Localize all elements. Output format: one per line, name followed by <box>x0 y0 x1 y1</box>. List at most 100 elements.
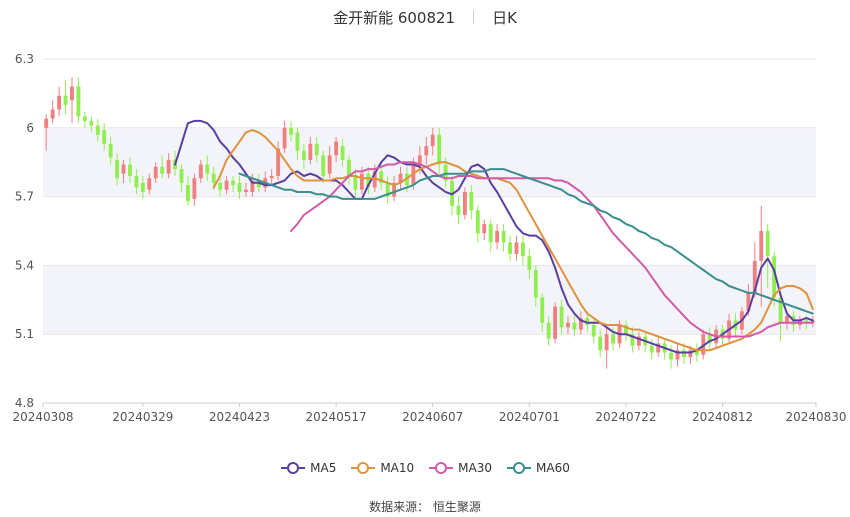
candle-body <box>269 175 274 179</box>
candle-body <box>289 127 293 135</box>
candle-body <box>591 325 596 337</box>
x-tick-label: 20240517 <box>306 410 367 424</box>
candle-body <box>752 260 757 293</box>
candle-body <box>772 256 777 298</box>
candle-body <box>598 336 603 351</box>
candle-body <box>334 141 339 156</box>
ma-line-ma5 <box>174 119 814 354</box>
candle-body <box>205 164 210 174</box>
legend-item-ma30[interactable]: MA30 <box>428 461 492 475</box>
candle-body <box>237 182 242 193</box>
legend-marker-ma30 <box>429 462 454 474</box>
candle-body <box>475 210 480 234</box>
candle-body <box>469 192 474 211</box>
candle-body <box>804 320 809 323</box>
candle-body <box>153 166 158 179</box>
x-tick-label: 20240722 <box>595 410 656 424</box>
band <box>43 127 816 197</box>
candle-body <box>636 336 641 346</box>
candle-body <box>688 350 693 358</box>
candle-body <box>559 306 564 328</box>
legend-item-ma5[interactable]: MA5 <box>280 461 336 475</box>
y-tick-label: 5.7 <box>15 190 34 204</box>
title-separator <box>473 10 475 24</box>
candle-body <box>282 127 287 149</box>
candle-body <box>765 231 770 257</box>
candle-body <box>95 125 100 135</box>
candle-body <box>501 231 506 243</box>
legend-label: MA10 <box>380 461 415 475</box>
y-tick-label: 6 <box>26 121 34 135</box>
candle-body <box>759 231 764 261</box>
candle-body <box>810 320 815 323</box>
candle-body <box>231 180 235 186</box>
y-tick-label: 5.1 <box>15 327 34 341</box>
candle-body <box>340 146 345 160</box>
candle-body <box>198 164 203 179</box>
candle-body <box>578 318 583 330</box>
candle-body <box>256 180 261 188</box>
candle-body <box>366 173 371 188</box>
candle-body <box>566 322 570 328</box>
candle-body <box>437 134 442 165</box>
legend-label: MA60 <box>536 461 570 475</box>
candle-body <box>186 185 190 202</box>
gridlines <box>43 58 816 404</box>
candle-body <box>102 130 107 144</box>
candle-body <box>359 173 364 190</box>
candle-body <box>443 164 448 181</box>
candle-body <box>694 350 699 355</box>
y-tick-label: 6.3 <box>15 52 34 66</box>
legend-item-ma60[interactable]: MA60 <box>506 461 570 475</box>
candle-body <box>243 189 248 193</box>
ma-line-ma10 <box>212 129 814 352</box>
legend: MA5 MA10 MA30 MA60 <box>0 458 850 478</box>
candle-body <box>495 231 500 243</box>
candle-body <box>585 318 590 326</box>
x-tick-label: 20240812 <box>692 410 753 424</box>
candle-body <box>308 143 313 160</box>
candle-body <box>778 297 783 323</box>
candle-body <box>746 292 751 312</box>
candle-body <box>353 175 358 190</box>
candle-body <box>508 242 512 254</box>
candle-body <box>520 242 525 257</box>
candle-body <box>649 345 654 353</box>
candle-body <box>250 180 255 193</box>
candle-body <box>70 86 74 101</box>
chart-title: 金开新能 600821 日K <box>0 6 850 28</box>
x-tick-label: 20240423 <box>209 410 270 424</box>
y-tick-label: 4.8 <box>15 396 34 410</box>
candle-body <box>456 205 461 215</box>
band <box>43 265 816 335</box>
candle-body <box>675 350 680 360</box>
candle-body <box>669 352 673 360</box>
x-tick-label: 20240701 <box>499 410 560 424</box>
background-bands <box>43 127 816 335</box>
candle-body <box>314 143 319 156</box>
candle-body <box>44 118 49 128</box>
candle-body <box>514 242 519 254</box>
candle-body <box>224 180 229 190</box>
candle-body <box>211 173 216 183</box>
candle-body <box>656 343 661 353</box>
candle-body <box>624 325 628 335</box>
candle-body <box>540 297 545 323</box>
stock-title: 金开新能 600821 <box>333 8 456 27</box>
candle-body <box>682 350 686 358</box>
legend-item-ma10[interactable]: MA10 <box>350 461 414 475</box>
candle-body <box>192 178 197 199</box>
candle-body <box>121 164 126 174</box>
legend-label: MA30 <box>458 461 493 475</box>
candle-body <box>347 159 351 176</box>
candle-body <box>301 150 306 160</box>
candle-body <box>392 182 397 197</box>
candle-body <box>611 334 616 344</box>
source-note: 数据来源： 恒生聚源 <box>369 500 481 514</box>
candle-body <box>488 224 493 243</box>
candle-body <box>321 155 326 176</box>
x-tick-label: 20240329 <box>112 410 173 424</box>
candle-body <box>604 334 609 351</box>
candle-body <box>379 171 384 183</box>
